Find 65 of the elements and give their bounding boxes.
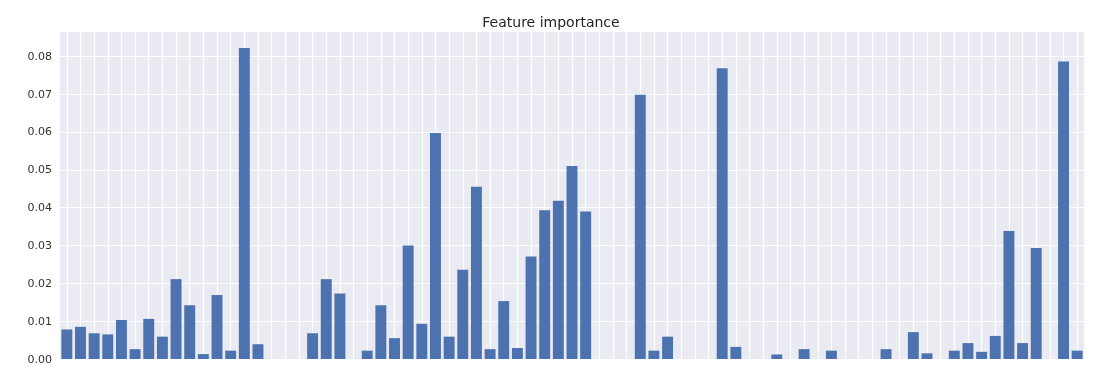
bar xyxy=(225,350,237,359)
bar xyxy=(88,333,100,359)
bar xyxy=(129,349,141,359)
y-tick-label: 0.04 xyxy=(27,201,52,215)
bar xyxy=(470,186,482,359)
bar xyxy=(948,350,960,359)
y-tick-label: 0.05 xyxy=(27,163,52,177)
bar xyxy=(334,293,346,359)
bar xyxy=(197,354,209,359)
y-tick-label: 0.03 xyxy=(27,238,52,252)
bar xyxy=(484,349,496,359)
bar xyxy=(580,211,592,359)
bar xyxy=(634,94,646,359)
bar xyxy=(552,200,564,359)
bar xyxy=(989,335,1001,359)
bar xyxy=(716,68,728,359)
bar xyxy=(457,269,469,359)
bar xyxy=(730,346,742,359)
y-tick-label: 0.06 xyxy=(27,125,52,139)
bar xyxy=(976,351,988,359)
bar xyxy=(143,318,155,359)
bar xyxy=(1058,61,1069,359)
bar xyxy=(102,334,114,359)
bar xyxy=(402,245,414,359)
chart-title: Feature importance xyxy=(482,14,620,30)
y-tick-label: 0.00 xyxy=(27,352,52,366)
bar xyxy=(1017,343,1029,359)
bar xyxy=(416,323,428,359)
bar xyxy=(252,344,264,359)
bar xyxy=(771,354,783,359)
y-tick-label: 0.08 xyxy=(27,49,52,63)
bar xyxy=(75,326,86,359)
bar xyxy=(566,165,578,359)
bar xyxy=(389,338,400,359)
bar xyxy=(962,343,974,359)
bar xyxy=(361,350,373,359)
bar xyxy=(443,336,455,359)
bar xyxy=(375,305,387,359)
bar xyxy=(1071,350,1083,359)
bar xyxy=(539,210,551,359)
bar xyxy=(320,279,332,359)
bar xyxy=(1030,248,1042,359)
bar xyxy=(880,349,892,359)
y-tick-label: 0.07 xyxy=(27,87,52,101)
bar xyxy=(156,336,168,359)
y-tick-label: 0.02 xyxy=(27,276,52,290)
bar xyxy=(511,348,523,359)
bar xyxy=(921,353,933,359)
bar xyxy=(115,320,127,359)
bar xyxy=(498,301,510,359)
bar xyxy=(307,333,319,359)
bar xyxy=(825,350,837,359)
bar xyxy=(1003,231,1015,359)
bar xyxy=(798,349,810,359)
bar xyxy=(170,279,182,359)
bar xyxy=(211,295,223,359)
bar xyxy=(430,133,441,359)
y-tick-label: 0.01 xyxy=(27,314,52,328)
bar xyxy=(61,329,73,359)
bar xyxy=(662,336,674,359)
bar xyxy=(907,332,919,359)
bar xyxy=(648,350,660,359)
bar xyxy=(184,305,196,359)
bar xyxy=(238,47,250,359)
bar xyxy=(525,256,537,359)
